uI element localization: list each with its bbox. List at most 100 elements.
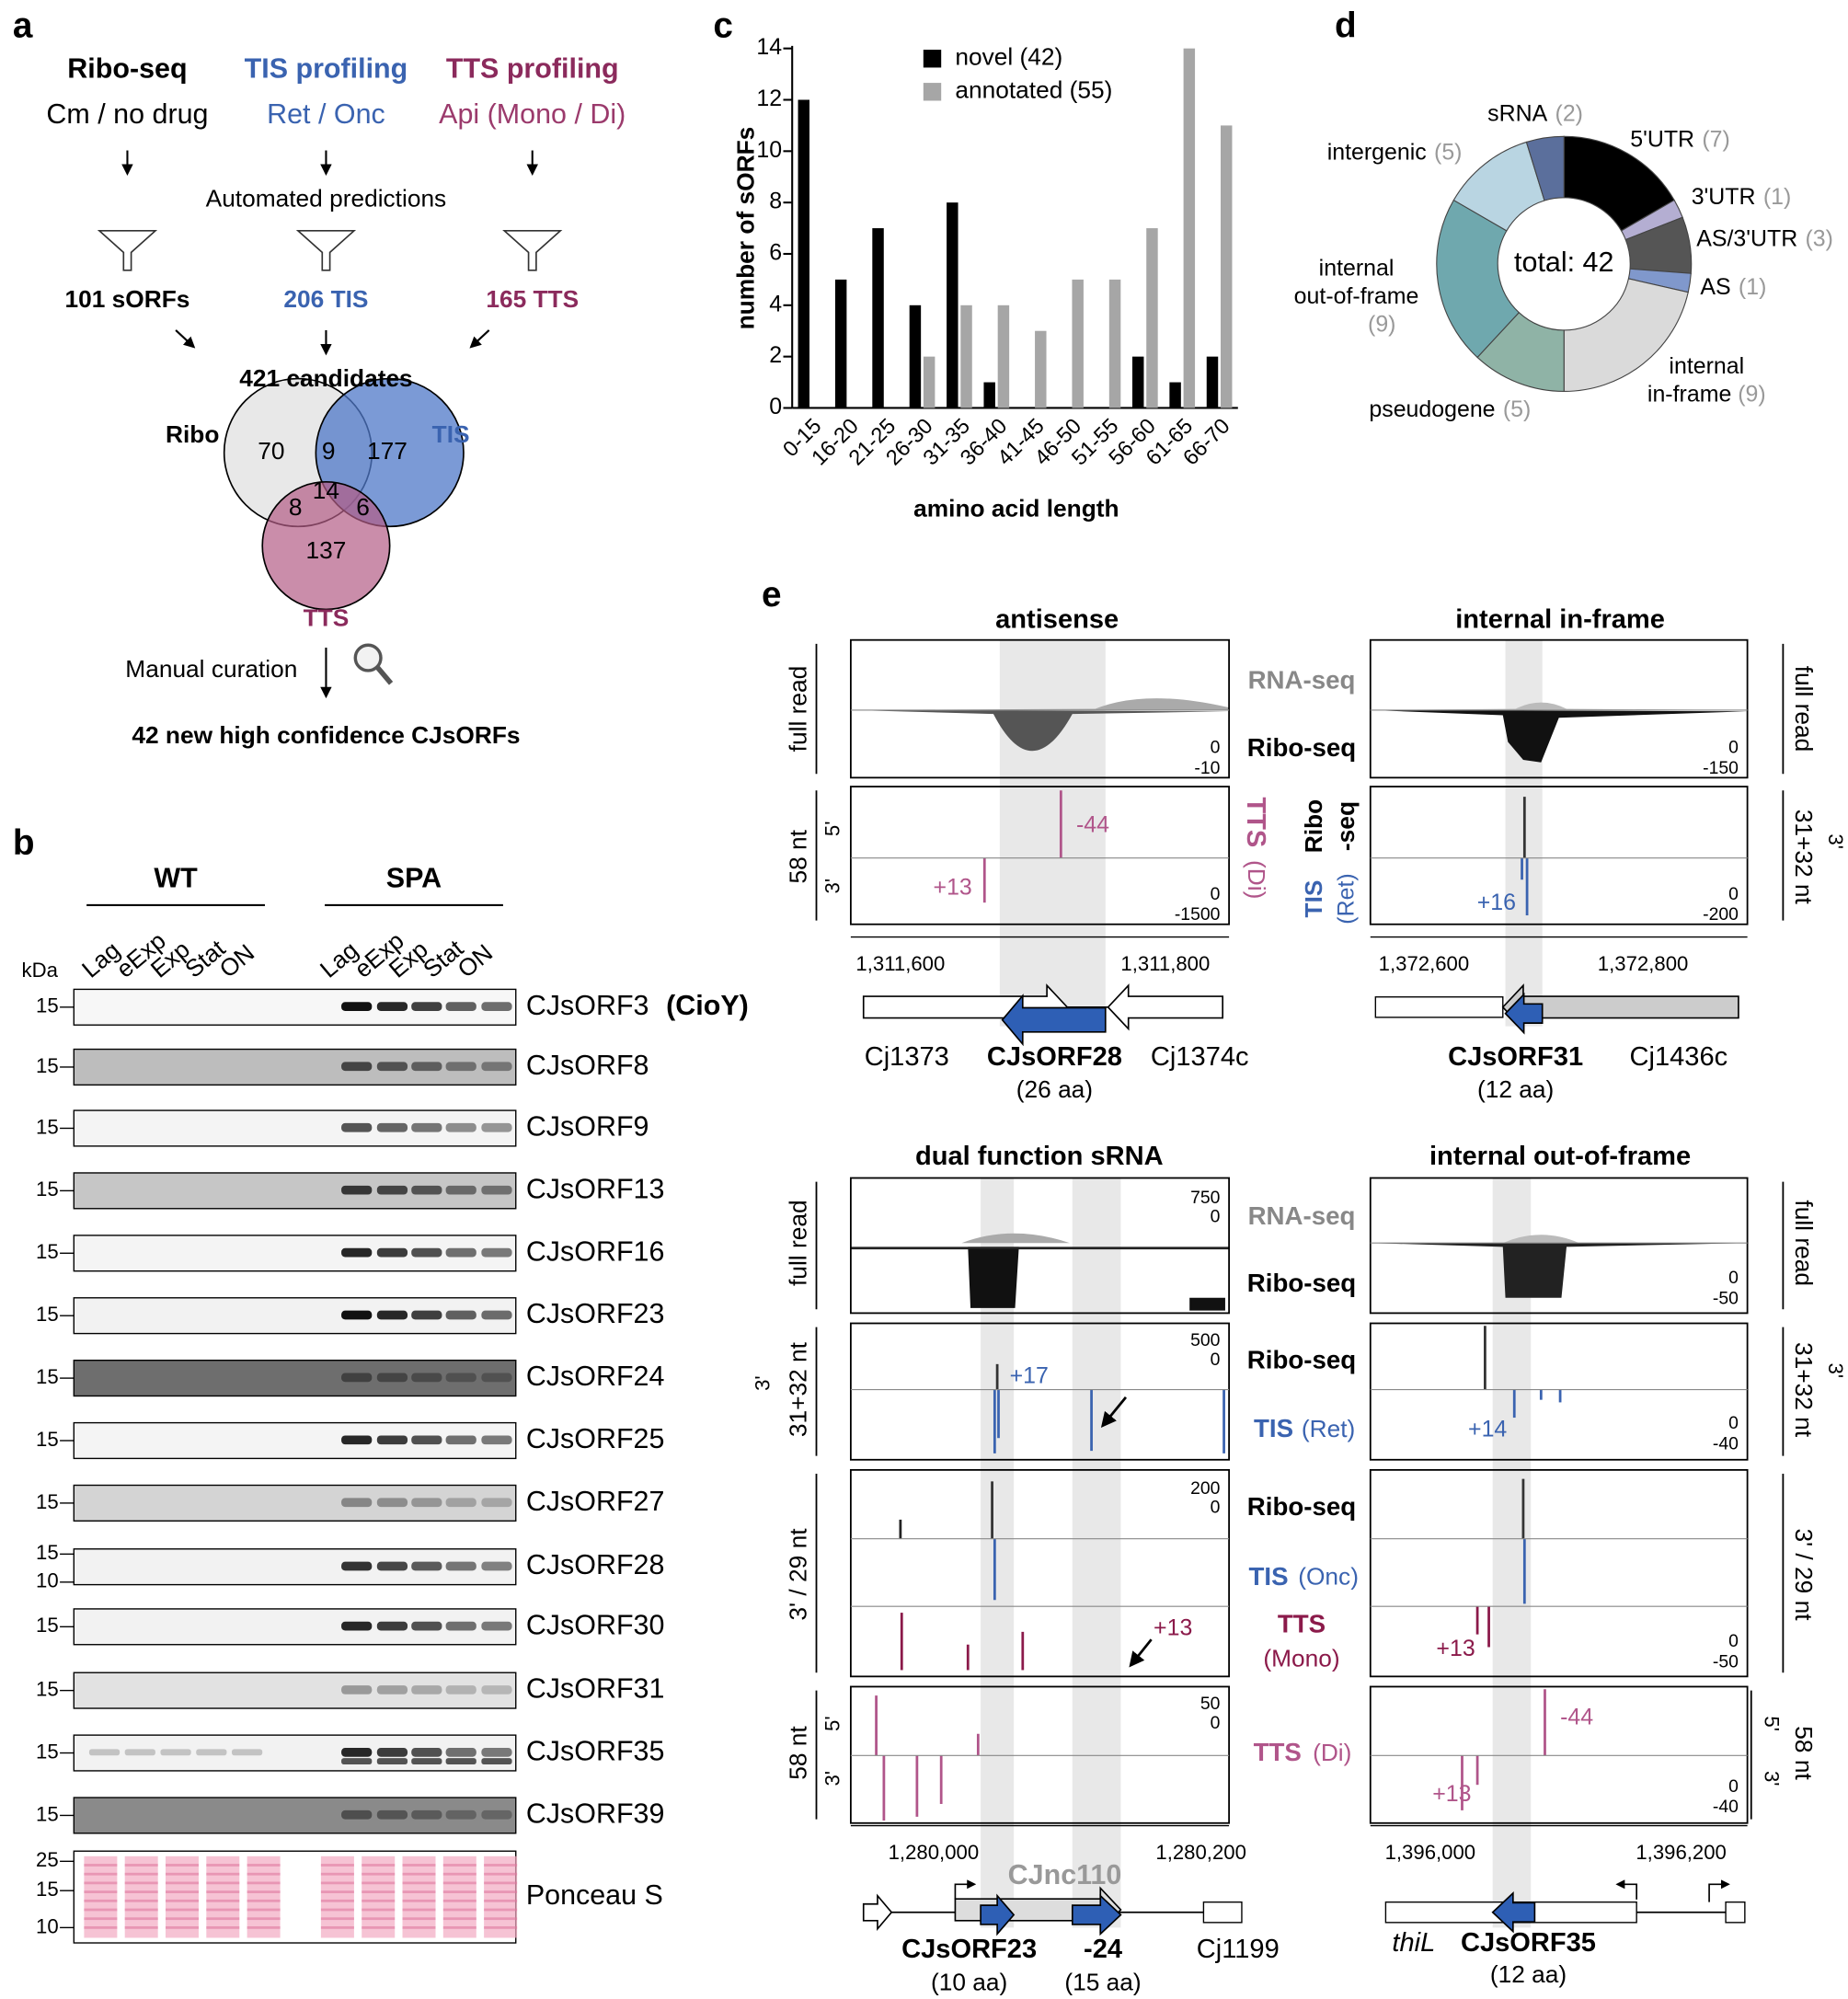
pie-label: pseudogene (5) [1369,396,1531,422]
ponceau-band [362,1899,396,1902]
bar [872,228,884,408]
ponceau-band [124,1917,158,1921]
ponceau-band [402,1917,436,1921]
blot-band [481,1685,512,1695]
blot-band [376,1247,408,1258]
blot-band [445,1498,476,1508]
pie-label-value: (1) [1763,183,1791,209]
blot-band [445,1809,476,1820]
ponceau-band [165,1864,199,1867]
pie-center-label: total: 42 [1514,247,1613,278]
ponceau-band [320,1872,354,1876]
ponceau-band [206,1926,240,1929]
track-label: 1,311,600 [855,952,945,975]
y-tick-label: 14 [756,34,782,60]
ponceau-lane [206,1855,240,1938]
ponceau-band [206,1890,240,1893]
blot-label: CJsORF8 [526,1050,649,1081]
track-label: Ribo-seq [1247,733,1356,762]
blot-band [124,1749,155,1756]
pie-label: 5'UTR (7) [1630,126,1730,152]
ponceau-band [206,1899,240,1902]
track-label: full read [784,1200,811,1286]
panel-title: dual function sRNA [915,1142,1164,1171]
track-label: 1,372,600 [1379,952,1470,975]
blot-band [481,1758,512,1765]
track-label: 0 [1211,1498,1221,1518]
track-label: 3' [752,1375,775,1391]
ponceau-lane [124,1855,158,1938]
track-label: +13 [1436,1636,1475,1661]
ponceau-band [247,1881,281,1885]
track-label: thiL [1392,1928,1435,1958]
blot-band [411,1758,442,1765]
venn-set: TIS [432,420,470,448]
blot-band [231,1749,263,1756]
gene [1374,996,1504,1018]
ponceau-band [484,1899,518,1902]
blot-band [341,1747,373,1757]
pie-label-value: (9) [1738,381,1766,408]
ponceau-band [484,1872,518,1876]
ponceau-band [484,1926,518,1929]
track-label: 3' [1824,1362,1847,1378]
blot-band [376,1373,408,1383]
track-label: TTS [1278,1609,1326,1637]
blot-band [341,1498,373,1508]
track-frame [849,638,1231,779]
blot-band [411,1809,442,1820]
bar [1206,356,1219,408]
track-label: 0 [1211,1713,1221,1733]
track-frame [849,1322,1231,1461]
track-label: 0 [1211,738,1221,758]
blot-band [411,1310,442,1320]
ponceau-band [84,1908,118,1912]
track-label: full read [1790,666,1818,752]
blot-band [445,1685,476,1695]
track-label: Cj1436c [1630,1042,1728,1072]
track-label: 3' / 29 nt [1790,1528,1818,1621]
ponceau-band [320,1908,354,1912]
ponceau-band [442,1899,476,1902]
coverage [850,1247,1230,1250]
ponceau-band [402,1864,436,1867]
blot-label: CJsORF24 [526,1361,665,1392]
blot-label: CJsORF25 [526,1423,665,1454]
track-label: 500 [1190,1330,1221,1350]
pie-label-value: (5) [1503,396,1531,422]
sorf-gene [1504,992,1544,1035]
venn-set: TTS [304,603,350,631]
blot-label: CJsORF16 [526,1235,665,1267]
kda-marker: 15 [36,1178,59,1201]
blot-label: CJsORF27 [526,1486,665,1517]
blot-band [341,1062,373,1072]
bar [997,304,1010,408]
ponceau-band [124,1926,158,1929]
blot-band [341,1809,373,1820]
blot-band [481,1185,512,1195]
blot-band [445,1373,476,1383]
ponceau-band [320,1890,354,1893]
blot-label: CJsORF30 [526,1609,665,1640]
track-label: +13 [934,875,972,901]
group-label: WT [154,862,198,893]
track-label: (26 aa) [1016,1075,1093,1103]
track-label: TTS [1254,1738,1302,1766]
ponceau-band [247,1908,281,1912]
track-label: -24 [1084,1935,1123,1964]
blot-band [341,1758,373,1765]
ponceau-band [320,1899,354,1902]
blot-band [481,1498,512,1508]
pie-label: AS/3'UTR (3) [1696,225,1833,251]
pie-label-box: internal in-frame (9) [1647,353,1766,408]
blot-band [376,1062,408,1072]
ponceau-band [362,1917,396,1921]
ponceau-band [402,1908,436,1912]
pie-label: AS (1) [1700,274,1766,300]
track-label: Ribo-seq [1247,1492,1356,1521]
track-label: +13 [1432,1781,1471,1807]
sorf-gene [1001,994,1107,1047]
ponceau-band [402,1890,436,1893]
